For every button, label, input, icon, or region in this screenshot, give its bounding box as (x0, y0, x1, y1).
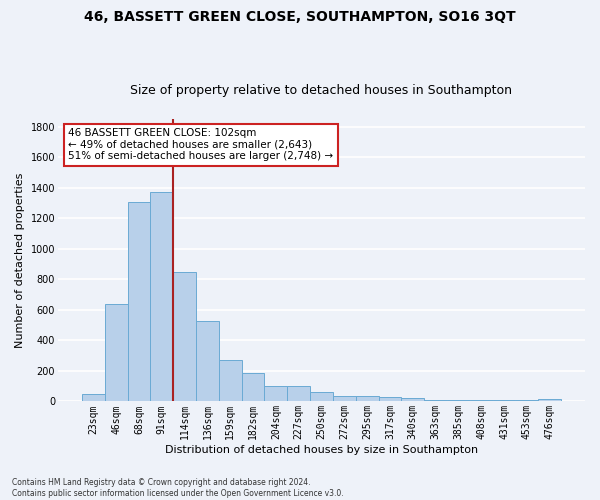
Bar (333, 396, 356, 402)
Bar (173, 272, 196, 402)
Bar (310, 392, 333, 402)
Bar (401, 398, 424, 402)
Bar (265, 386, 287, 402)
Bar (82, 394, 105, 402)
Bar (379, 397, 401, 402)
Bar (242, 374, 265, 402)
Bar (493, 400, 515, 402)
Bar (287, 386, 310, 402)
Text: Contains HM Land Registry data © Crown copyright and database right 2024.
Contai: Contains HM Land Registry data © Crown c… (12, 478, 344, 498)
Bar (196, 320, 219, 402)
Bar (105, 304, 128, 402)
Bar (151, 192, 173, 402)
Text: 46, BASSETT GREEN CLOSE, SOUTHAMPTON, SO16 3QT: 46, BASSETT GREEN CLOSE, SOUTHAMPTON, SO… (84, 10, 516, 24)
Bar (356, 396, 379, 402)
Bar (424, 400, 447, 402)
Text: 46 BASSETT GREEN CLOSE: 102sqm
← 49% of detached houses are smaller (2,643)
51% : 46 BASSETT GREEN CLOSE: 102sqm ← 49% of … (68, 128, 334, 162)
Bar (219, 360, 242, 402)
Bar (538, 400, 561, 402)
Title: Size of property relative to detached houses in Southampton: Size of property relative to detached ho… (130, 84, 512, 97)
Bar (515, 400, 538, 402)
Bar (447, 400, 470, 402)
X-axis label: Distribution of detached houses by size in Southampton: Distribution of detached houses by size … (165, 445, 478, 455)
Y-axis label: Number of detached properties: Number of detached properties (15, 172, 25, 348)
Bar (470, 400, 493, 402)
Bar (128, 202, 151, 402)
